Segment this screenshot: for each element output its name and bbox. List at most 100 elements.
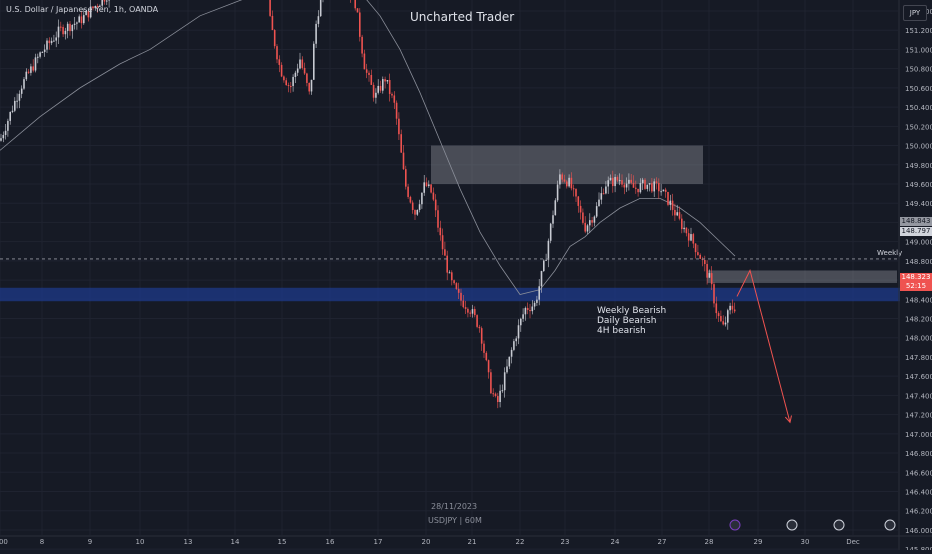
zone-support <box>0 287 900 302</box>
candle-body <box>713 284 715 304</box>
candle-body <box>34 57 37 71</box>
x-tick-label: 8 <box>40 538 44 546</box>
candle-body <box>706 264 708 278</box>
candle-body <box>85 10 87 16</box>
candle-body <box>460 292 462 301</box>
candle-body <box>733 309 736 312</box>
x-tick-label: 21 <box>468 538 477 546</box>
candle-body <box>694 243 697 253</box>
y-tick-label: 148.000 <box>905 335 932 343</box>
price-tag-upper-a: 148.843 <box>900 217 932 226</box>
projection-arrowhead <box>784 415 792 424</box>
y-tick-label: 148.400 <box>905 296 932 304</box>
candle-body <box>543 260 545 272</box>
candle-body <box>87 10 90 18</box>
candle-body <box>46 40 48 50</box>
candle-body <box>704 259 706 265</box>
candle-body <box>609 177 612 181</box>
candle-body <box>681 218 683 230</box>
candle-body <box>660 191 662 193</box>
candle-body <box>717 313 720 317</box>
note-weekly: Weekly Bearish <box>597 306 667 316</box>
ticker-label: U.S. Dollar / Japanese Yen, 1h, OANDA <box>6 5 159 14</box>
candle-body <box>315 23 317 44</box>
countdown-tag: 52:15 <box>900 282 932 291</box>
candle-body <box>467 308 469 313</box>
candle-body <box>271 15 274 31</box>
candle-body <box>64 30 67 35</box>
y-tick-label: 150.600 <box>905 85 932 93</box>
candle-body <box>621 180 623 185</box>
candle-body <box>32 66 34 71</box>
candle-body <box>628 179 630 184</box>
candle-body <box>510 349 513 357</box>
x-tick-label: Dec <box>846 538 860 546</box>
candle-body <box>575 189 577 197</box>
candle-body <box>301 59 304 68</box>
candle-body <box>582 212 584 223</box>
candle-body <box>405 169 407 187</box>
candle-body <box>276 46 278 60</box>
candle-body <box>308 82 310 92</box>
y-tick-label: 149.600 <box>905 181 932 189</box>
candle-body <box>370 75 373 85</box>
y-tick-label: 146.400 <box>905 489 932 497</box>
y-tick-label: 149.400 <box>905 200 932 208</box>
zone-supply <box>707 270 897 283</box>
candle-body <box>674 209 676 216</box>
candle-body <box>526 307 529 311</box>
candle-body <box>2 134 5 139</box>
candle-body <box>287 85 290 87</box>
candle-body <box>407 186 409 197</box>
candle-body <box>480 328 483 344</box>
candle-body <box>361 36 363 54</box>
candle-body <box>457 288 460 293</box>
candle-body <box>388 80 391 94</box>
candle-body <box>20 88 23 94</box>
candle-body <box>474 309 476 316</box>
candle-body <box>108 0 110 1</box>
candle-body <box>559 174 561 185</box>
grid-lines <box>0 0 898 550</box>
candle-body <box>306 73 308 83</box>
candle-body <box>614 177 616 187</box>
candle-body <box>533 302 536 307</box>
candle-body <box>531 306 534 312</box>
candle-body <box>669 200 672 205</box>
candle-body <box>697 252 699 255</box>
candle-body <box>612 177 614 187</box>
note-daily: Daily Bearish <box>597 316 657 326</box>
candle-body <box>400 134 402 153</box>
candle-body <box>372 84 375 98</box>
candle-body <box>425 182 428 187</box>
candle-body <box>94 6 97 9</box>
candle-body <box>664 189 667 192</box>
y-tick-label: 150.400 <box>905 104 932 112</box>
candle-body <box>687 233 690 241</box>
candle-body <box>540 271 543 287</box>
candle-body <box>499 390 501 403</box>
candle-body <box>651 183 653 192</box>
x-tick-label: 10 <box>136 538 145 546</box>
candle-body <box>586 225 589 232</box>
candle-body <box>354 0 356 9</box>
candle-body <box>103 0 106 2</box>
y-tick-label: 149.800 <box>905 162 932 170</box>
currency-button[interactable]: JPY <box>903 5 927 21</box>
y-tick-label: 146.800 <box>905 450 932 458</box>
x-tick-label: 24 <box>611 538 620 546</box>
x-tick-label: 22 <box>516 538 525 546</box>
candle-body <box>430 184 432 193</box>
candle-body <box>375 92 377 98</box>
candle-body <box>683 227 685 230</box>
candle-body <box>727 310 729 323</box>
candle-body <box>729 305 731 311</box>
candle-body <box>89 6 92 18</box>
candle-body <box>66 23 69 31</box>
candle-body <box>471 309 474 314</box>
candle-body <box>522 314 524 319</box>
y-tick-label: 150.200 <box>905 123 932 131</box>
moving-average <box>0 0 736 295</box>
